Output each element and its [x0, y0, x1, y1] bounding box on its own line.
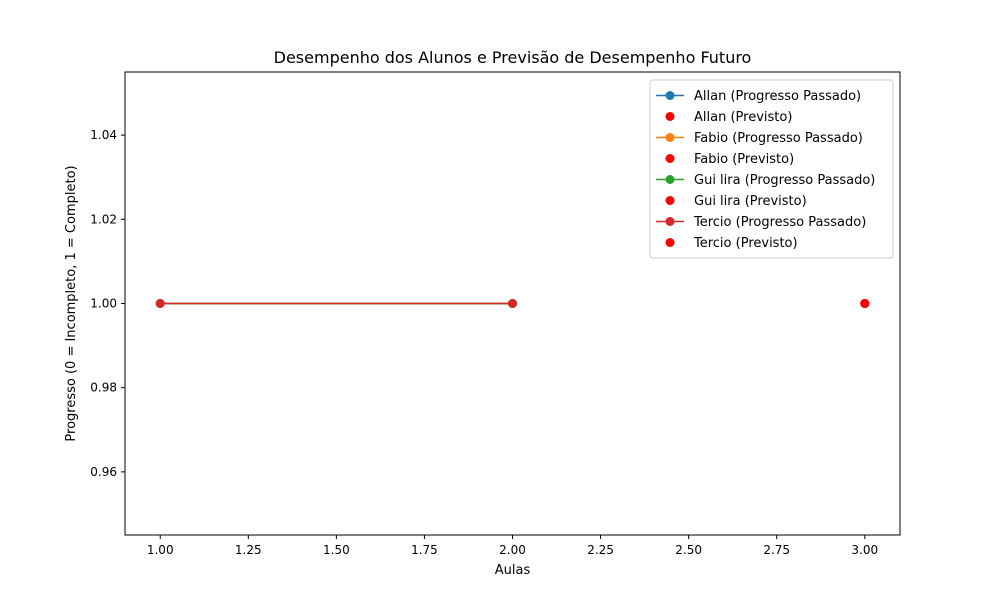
legend-marker: [665, 133, 675, 142]
legend-label: Tercio (Progresso Passado): [693, 215, 866, 230]
legend-marker: [665, 112, 675, 121]
data-point: [155, 299, 165, 308]
x-tick-label: 2.25: [587, 543, 614, 557]
y-tick-label: 0.96: [90, 465, 117, 479]
series-7: [860, 299, 870, 308]
legend-label: Fabio (Previsto): [694, 152, 794, 167]
legend-label: Allan (Progresso Passado): [694, 89, 861, 104]
legend-item: Gui lira (Progresso Passado): [656, 173, 875, 188]
legend-item: Tercio (Previsto): [665, 236, 798, 251]
plot-area: [155, 299, 870, 308]
x-tick-label: 2.00: [499, 543, 526, 557]
legend-marker: [665, 196, 675, 205]
legend-item: Allan (Progresso Passado): [656, 89, 861, 104]
x-axis-label: Aulas: [495, 563, 531, 578]
legend-label: Gui lira (Progresso Passado): [694, 173, 875, 188]
chart-title: Desempenho dos Alunos e Previsão de Dese…: [274, 48, 752, 67]
y-tick-label: 1.04: [90, 128, 117, 142]
legend-item: Allan (Previsto): [665, 110, 792, 125]
legend-label: Gui lira (Previsto): [694, 194, 807, 209]
legend-marker: [665, 217, 675, 226]
y-tick-label: 1.00: [90, 297, 117, 311]
data-point: [508, 299, 517, 308]
legend-marker: [665, 238, 675, 247]
x-tick-label: 1.25: [235, 543, 262, 557]
legend-item: Fabio (Previsto): [665, 152, 794, 167]
legend-item: Fabio (Progresso Passado): [656, 131, 863, 146]
legend-label: Tercio (Previsto): [693, 236, 798, 251]
series-6: [155, 299, 517, 308]
y-tick-label: 0.98: [90, 381, 117, 395]
legend-item: Tercio (Progresso Passado): [656, 215, 866, 230]
legend-item: Gui lira (Previsto): [665, 194, 807, 209]
predicted-point: [860, 299, 870, 308]
x-tick-label: 2.50: [675, 543, 702, 557]
legend-box: [649, 79, 894, 259]
x-tick-label: 1.50: [323, 543, 350, 557]
legend: Allan (Progresso Passado) Allan (Previsto…: [649, 79, 894, 259]
legend-marker: [665, 175, 675, 184]
y-axis-ticks: 0.96 0.98 1.00 1.02 1.04: [90, 128, 125, 479]
x-axis-ticks: 1.00 1.25 1.50 1.75 2.00 2.25 2.50 2.75 3.00: [147, 535, 878, 557]
y-axis-label: Progresso (0 = Incompleto, 1 = Completo): [64, 165, 79, 441]
legend-label: Fabio (Progresso Passado): [694, 131, 863, 146]
legend-label: Allan (Previsto): [694, 110, 792, 125]
x-tick-label: 1.00: [147, 543, 174, 557]
x-tick-label: 1.75: [411, 543, 438, 557]
x-tick-label: 2.75: [763, 543, 790, 557]
legend-marker: [665, 154, 675, 163]
y-tick-label: 1.02: [90, 212, 117, 226]
x-tick-label: 3.00: [851, 543, 878, 557]
legend-marker: [665, 91, 675, 100]
